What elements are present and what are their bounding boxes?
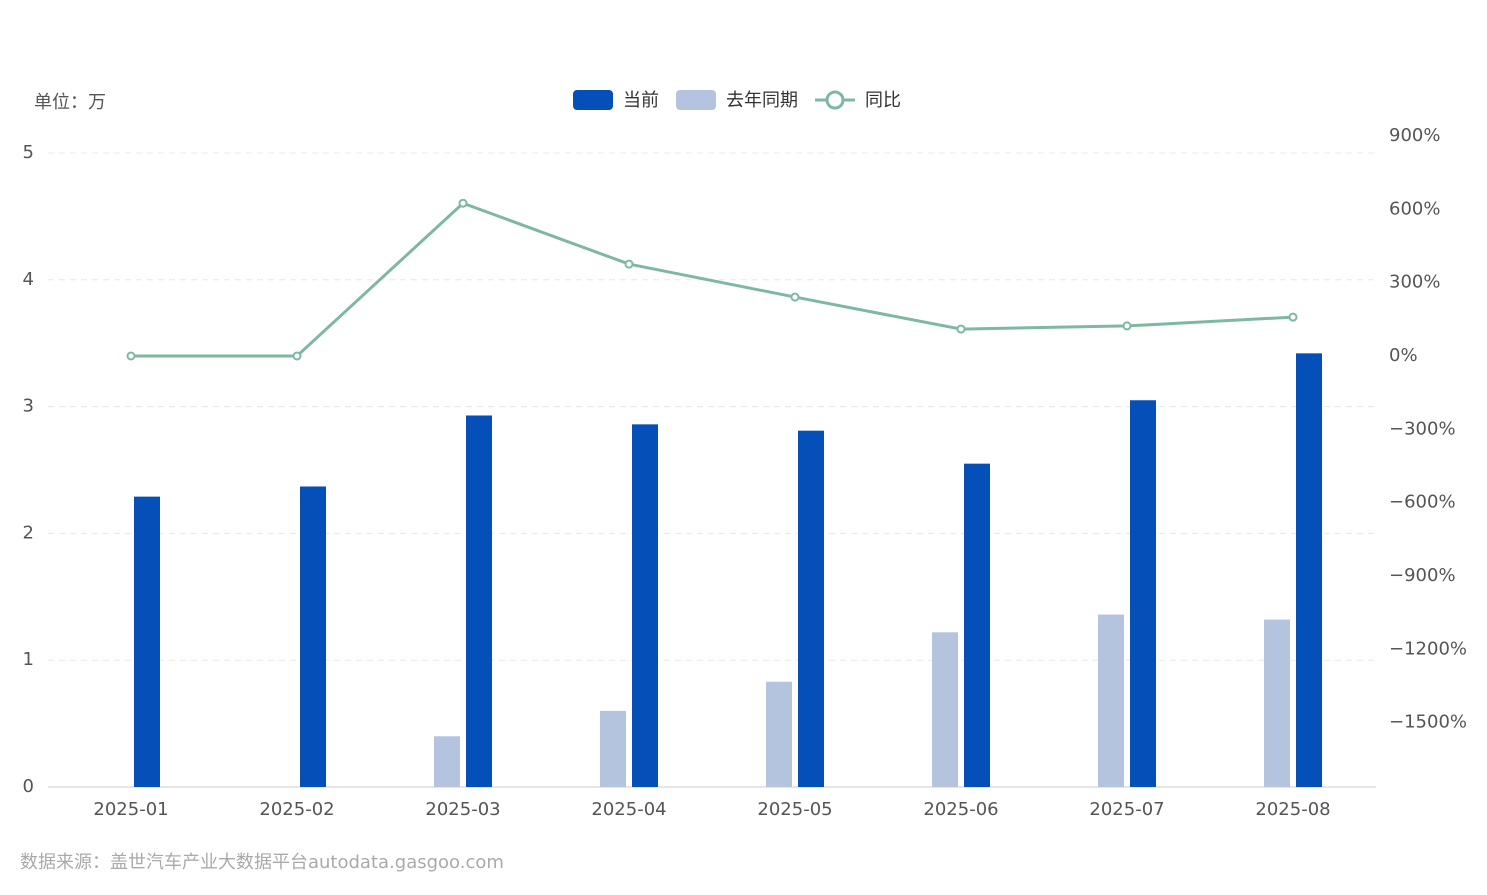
y-tick-label: 2 bbox=[23, 522, 34, 543]
line-point bbox=[458, 198, 468, 208]
bar bbox=[1098, 614, 1124, 787]
legend-label: 去年同期 bbox=[726, 90, 798, 111]
legend-label: 同比 bbox=[865, 90, 901, 111]
x-tick-label: 2025-04 bbox=[591, 799, 666, 820]
y2-tick-label: −900% bbox=[1389, 565, 1456, 586]
bar bbox=[1296, 353, 1322, 787]
bar bbox=[766, 681, 792, 787]
bar bbox=[798, 430, 824, 787]
line-point bbox=[126, 351, 136, 361]
x-tick-label: 2025-03 bbox=[425, 799, 500, 820]
y2-tick-label: −600% bbox=[1389, 492, 1456, 513]
unit-label: 单位：万 bbox=[34, 92, 106, 113]
x-tick-label: 2025-05 bbox=[757, 799, 832, 820]
line-point bbox=[624, 259, 634, 269]
bar bbox=[466, 415, 492, 787]
x-tick-label: 2025-01 bbox=[93, 799, 168, 820]
y2-tick-label: 0% bbox=[1389, 345, 1418, 366]
bar bbox=[300, 486, 326, 787]
legend-swatch bbox=[676, 90, 716, 110]
legend-swatch bbox=[573, 90, 613, 110]
y-tick-label: 1 bbox=[23, 649, 34, 670]
line-point bbox=[956, 324, 966, 334]
bar bbox=[1264, 619, 1290, 787]
y-tick-label: 0 bbox=[23, 776, 34, 797]
x-tick-label: 2025-08 bbox=[1255, 799, 1330, 820]
y2-tick-label: −300% bbox=[1389, 418, 1456, 439]
line bbox=[131, 201, 1294, 358]
y-tick-label: 5 bbox=[23, 142, 34, 163]
bar bbox=[434, 736, 460, 787]
y2-tick-label: 300% bbox=[1389, 272, 1440, 293]
y-tick-label: 4 bbox=[23, 269, 34, 290]
line-point bbox=[1122, 321, 1132, 331]
x-tick-label: 2025-02 bbox=[259, 799, 334, 820]
bar bbox=[600, 710, 626, 787]
legend-label: 当前 bbox=[623, 90, 659, 111]
bar bbox=[964, 463, 990, 787]
y2-tick-label: −1200% bbox=[1389, 638, 1467, 659]
bar bbox=[1130, 400, 1156, 787]
source-note: 数据来源：盖世汽车产业大数据平台autodata.gasgoo.com bbox=[20, 852, 504, 873]
bar bbox=[632, 424, 658, 787]
bar bbox=[932, 632, 958, 787]
bar bbox=[134, 496, 160, 787]
y2-tick-label: 600% bbox=[1389, 198, 1440, 219]
x-tick-label: 2025-06 bbox=[923, 799, 998, 820]
line-point bbox=[790, 292, 800, 302]
y2-tick-label: 900% bbox=[1389, 125, 1440, 146]
y-tick-label: 3 bbox=[23, 396, 34, 417]
x-tick-label: 2025-07 bbox=[1089, 799, 1164, 820]
y2-tick-label: −1500% bbox=[1389, 712, 1467, 733]
line-point bbox=[1288, 312, 1298, 322]
legend-swatch bbox=[825, 90, 845, 110]
line-point bbox=[292, 351, 302, 361]
